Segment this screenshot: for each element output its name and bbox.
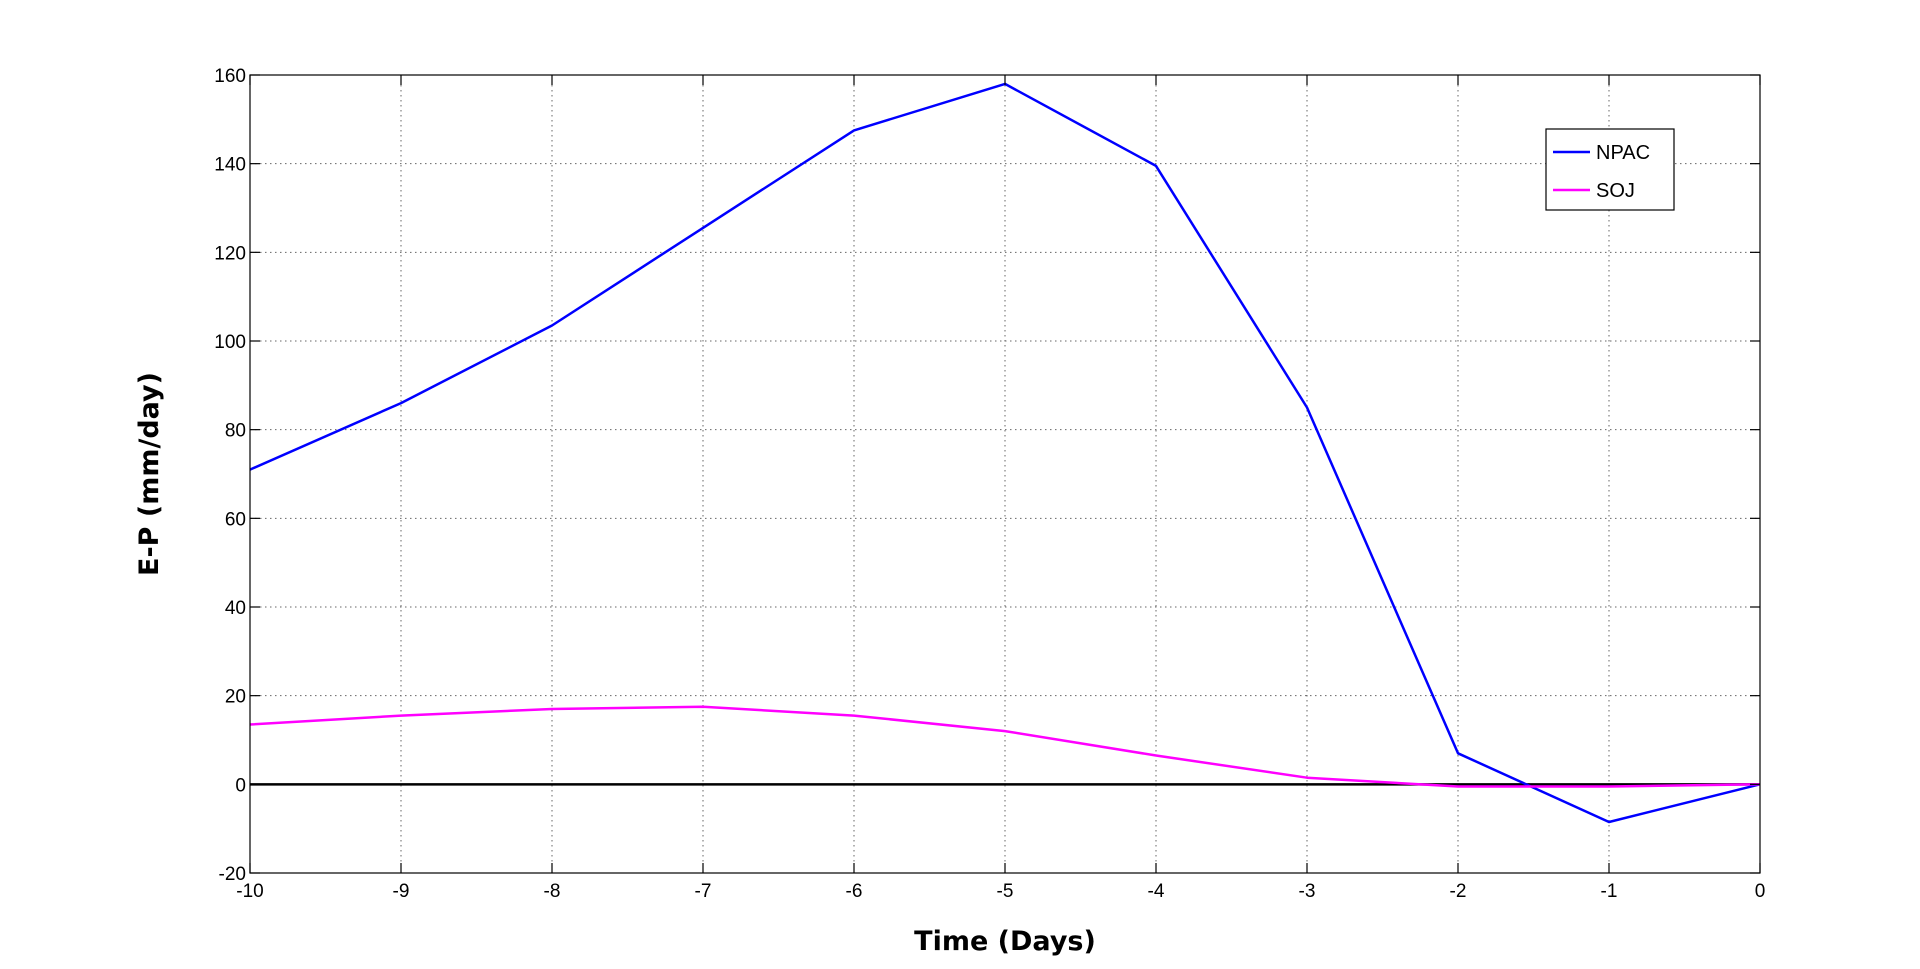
y-tick-label: 80 <box>225 421 246 442</box>
x-tick-label: 0 <box>1755 881 1766 902</box>
x-tick-label: -9 <box>393 881 410 902</box>
x-tick-label: -1 <box>1601 881 1618 902</box>
series-line-soj <box>249 705 1761 788</box>
y-tick-label: 100 <box>214 332 246 353</box>
x-tick-label: -5 <box>997 881 1014 902</box>
x-tick-label: -10 <box>236 881 263 902</box>
ticks <box>249 74 1761 874</box>
y-tick-label: 0 <box>235 775 246 796</box>
y-tick-label: -20 <box>219 864 246 885</box>
y-tick-label: 60 <box>225 509 246 530</box>
y-tick-label: 140 <box>214 155 246 176</box>
x-tick-label: -2 <box>1450 881 1467 902</box>
x-tick-label: -8 <box>544 881 561 902</box>
x-tick-label: -3 <box>1299 881 1316 902</box>
x-axis-title: Time (Days) <box>914 926 1096 957</box>
legend-box <box>1545 128 1675 211</box>
x-tick-label: -7 <box>695 881 712 902</box>
y-axis-title: E-P (mm/day) <box>134 372 165 576</box>
y-tick-label: 120 <box>214 243 246 264</box>
y-tick-label: 20 <box>225 687 246 708</box>
x-tick-labels: -10 -9 -8 -7 -6 -5 -4 -3 -2 -1 0 <box>236 881 1765 902</box>
y-tick-labels: -20 0 20 40 60 80 100 120 140 160 <box>214 66 246 885</box>
x-tick-label: -6 <box>846 881 863 902</box>
y-tick-label: 40 <box>225 598 246 619</box>
legend-label-npac: NPAC <box>1596 142 1650 164</box>
legend: NPAC SOJ <box>1545 128 1675 211</box>
legend-label-soj: SOJ <box>1596 180 1635 202</box>
plot-background <box>250 75 1760 873</box>
y-tick-label: 160 <box>214 66 246 87</box>
x-tick-label: -4 <box>1148 881 1165 902</box>
